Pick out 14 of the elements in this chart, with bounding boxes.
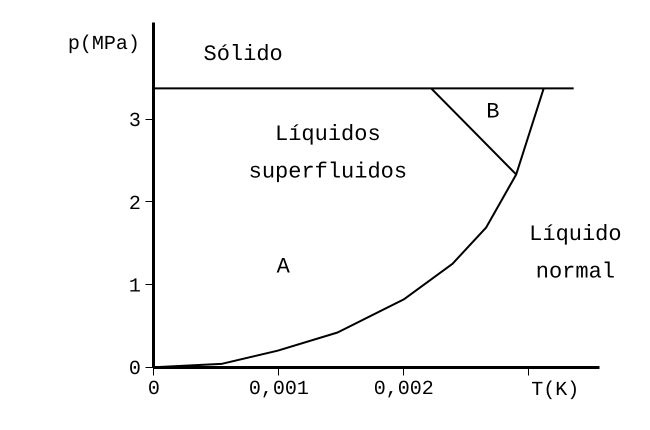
annotation: Líquido normal xyxy=(529,222,622,285)
annotation: Líquidos superfluidos xyxy=(248,122,408,185)
y-tick-label: 2 xyxy=(128,192,141,216)
x-tick-label: 0,001 xyxy=(248,378,309,402)
annotation: Sólido xyxy=(204,42,283,68)
annotation: B xyxy=(486,99,500,124)
y-axis-title: p(MPa) xyxy=(68,33,140,56)
y-tick-label: 3 xyxy=(128,110,141,134)
annotation: A xyxy=(276,254,291,280)
y-tick-label: 1 xyxy=(128,276,141,298)
x-tick-label: 0,002 xyxy=(374,378,434,402)
x-axis-title: T(K) xyxy=(531,379,580,402)
y-tick-label: 0 xyxy=(128,358,141,382)
x-tick-label: 0 xyxy=(148,378,160,402)
